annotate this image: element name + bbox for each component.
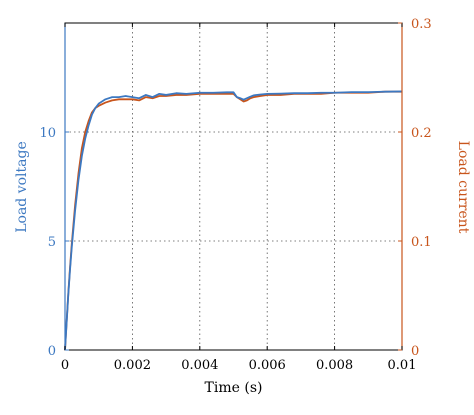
y-axis-label-left: Load voltage [14,141,30,233]
y-right-tick-label: 0.1 [411,235,432,250]
x-tick-label: 0.006 [249,358,286,373]
series-line-load-current [64,90,402,351]
y-right-tick-label: 0.2 [411,126,432,141]
plot-frame [64,22,403,351]
x-tick-label: 0 [61,358,69,373]
grid-lines [65,23,402,350]
plot-lines [64,90,403,351]
x-tick-label: 0.01 [388,358,417,373]
y-right-tick-label: 0 [411,344,419,359]
y-left-tick-label: 5 [48,235,56,250]
y-left-tick-label: 10 [39,126,56,141]
y-right-tick-label: 0.3 [411,17,432,32]
x-axis-label: Time (s) [205,380,263,396]
y-axis-label-right: Load current [455,141,471,234]
x-tick-label: 0.002 [114,358,151,373]
x-tick-label: 0.004 [181,358,218,373]
x-tick-label: 0.008 [316,358,353,373]
series-line-load-voltage [64,90,403,351]
y-left-tick-label: 0 [48,344,56,359]
